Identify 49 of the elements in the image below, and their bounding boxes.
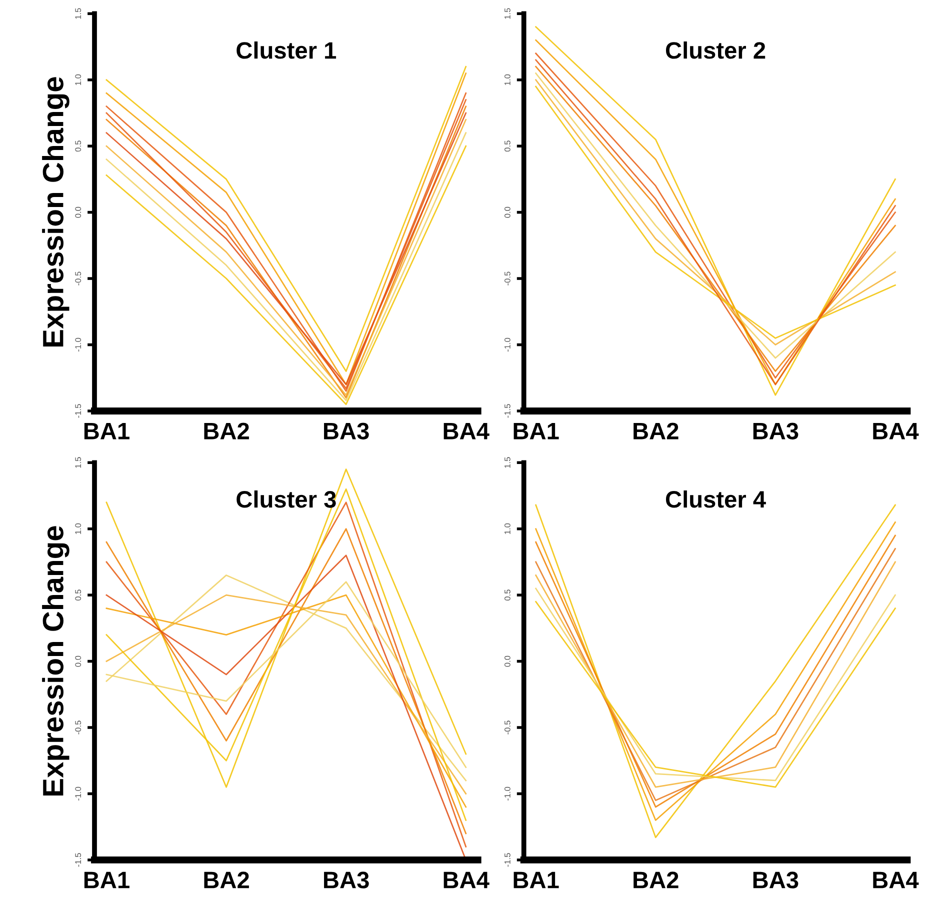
y-tick-label: 1.0	[75, 74, 82, 86]
x-tick-label: BA2	[204, 872, 249, 888]
x-tick-label: BA3	[753, 872, 798, 888]
y-tick-label: 1.5	[504, 8, 510, 19]
x-tick-label: BA4	[873, 422, 919, 440]
y-tick-label: -0.5	[504, 272, 510, 286]
x-tick-label: BA4	[444, 422, 490, 440]
y-axis-title: Expression Change	[42, 77, 70, 346]
x-tick-label: BA4	[444, 872, 490, 888]
x-tick-label: BA2	[634, 422, 678, 440]
y-tick-label: 1.0	[75, 523, 82, 534]
y-tick-label: -1.0	[75, 786, 82, 801]
x-tick-label: BA1	[514, 872, 559, 888]
y-tick-label: -0.5	[75, 720, 82, 734]
y-tick-label: 0.5	[75, 140, 82, 152]
y-tick-label: 0.0	[504, 656, 510, 667]
x-tick-label: BA2	[204, 422, 249, 440]
y-tick-label: 0.0	[75, 206, 82, 218]
text: Cluster 2	[666, 41, 766, 59]
y-tick-label: -1.5	[75, 853, 82, 867]
y-tick-label: 1.5	[75, 8, 82, 19]
y-tick-label: -0.5	[504, 720, 510, 734]
y-tick-label: 0.0	[75, 656, 82, 667]
text: Cluster 4	[666, 490, 766, 508]
y-tick-label: 1.5	[504, 457, 510, 468]
y-tick-label: -1.0	[504, 338, 510, 352]
y-tick-label: 1.0	[504, 74, 510, 86]
x-tick-label: BA3	[753, 422, 798, 440]
text: Cluster 1	[236, 41, 336, 59]
y-tick-label: -1.5	[504, 404, 510, 418]
y-tick-label: 1.5	[75, 457, 82, 468]
x-tick-label: BA1	[514, 422, 559, 440]
y-tick-label: 0.5	[504, 140, 510, 152]
y-tick-label: 1.0	[504, 523, 510, 534]
y-axis-title: Expression Change	[42, 526, 70, 796]
y-tick-label: 0.5	[504, 590, 510, 601]
y-tick-label: -1.5	[504, 853, 510, 867]
y-tick-label: -1.5	[75, 404, 82, 418]
y-tick-label: 0.0	[504, 206, 510, 218]
x-tick-label: BA1	[84, 872, 130, 888]
x-tick-label: BA2	[634, 872, 678, 888]
y-tick-label: -1.0	[75, 338, 82, 352]
y-tick-label: 0.5	[75, 590, 82, 601]
x-tick-label: BA4	[873, 872, 919, 888]
x-tick-label: BA3	[324, 872, 369, 888]
x-tick-label: BA3	[324, 422, 369, 440]
y-tick-label: -0.5	[75, 272, 82, 286]
y-tick-label: -1.0	[504, 786, 510, 801]
x-tick-label: BA1	[84, 422, 130, 440]
